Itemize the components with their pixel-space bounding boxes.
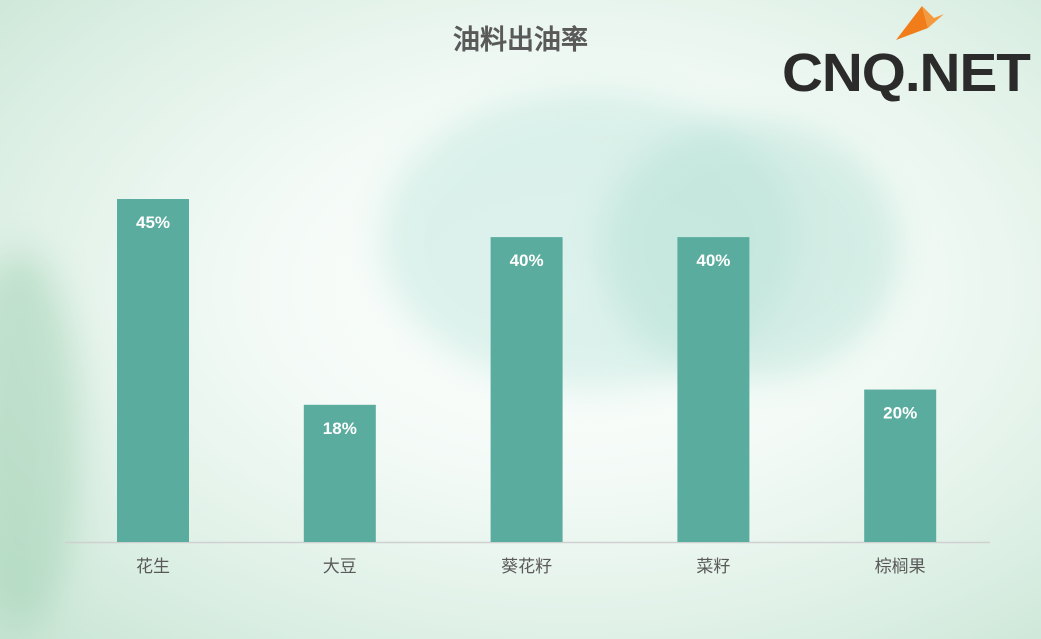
bar-2 xyxy=(303,404,376,542)
data-label: 18% xyxy=(323,419,357,438)
bar-1 xyxy=(117,199,189,542)
x-tick-label: 棕榈果 xyxy=(875,557,926,577)
chart-title: 油料出油率 xyxy=(453,25,588,56)
data-label: 40% xyxy=(510,251,544,270)
origami-bird-icon xyxy=(896,6,944,40)
logo-text: CNQ.NET xyxy=(782,43,1031,103)
logo: CNQ.NET xyxy=(778,4,1040,104)
x-tick-label: 菜籽 xyxy=(696,557,730,577)
bar-4 xyxy=(677,237,750,542)
x-tick-label: 葵花籽 xyxy=(501,557,552,577)
data-label: 45% xyxy=(136,213,170,232)
watercolor-splash xyxy=(600,120,900,380)
data-label: 40% xyxy=(696,251,730,270)
x-tick-label: 花生 xyxy=(136,557,170,577)
x-tick-label: 大豆 xyxy=(323,557,357,577)
bar-3 xyxy=(490,237,563,542)
data-label: 20% xyxy=(883,404,917,423)
bar-5 xyxy=(864,389,937,542)
